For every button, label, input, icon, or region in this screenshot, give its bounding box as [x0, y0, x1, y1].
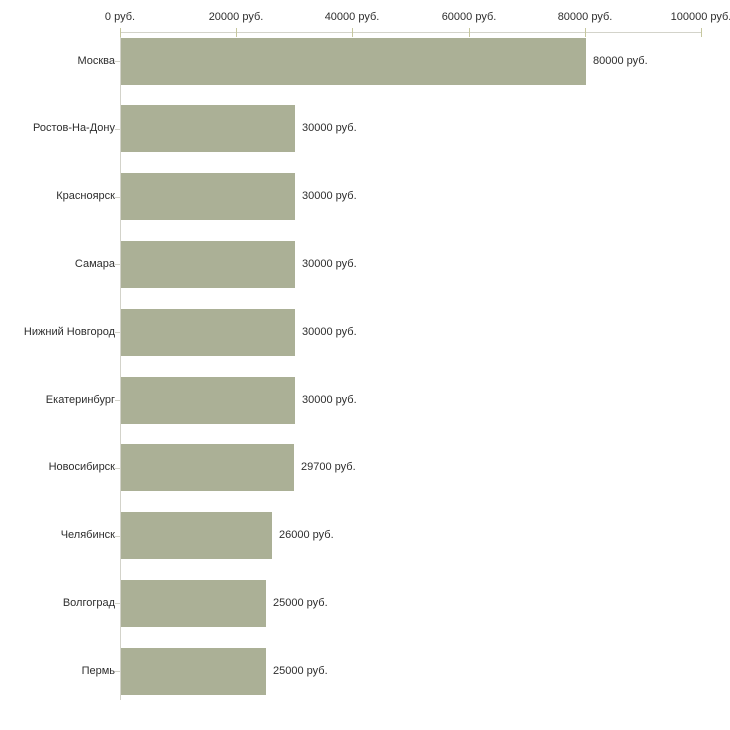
x-axis-tick-mark — [236, 28, 237, 37]
y-axis-tick-mark — [115, 468, 120, 469]
category-label: Волгоград — [62, 597, 115, 609]
bar-value-label: 30000 руб. — [302, 190, 357, 202]
x-axis-tick-mark — [120, 28, 121, 37]
y-axis-tick-mark — [115, 129, 120, 130]
y-axis-tick-mark — [115, 536, 120, 537]
y-axis-tick-mark — [115, 400, 120, 401]
bar — [121, 444, 294, 491]
y-axis-tick-mark — [115, 671, 120, 672]
bar — [121, 309, 295, 356]
x-axis-tick-mark — [701, 28, 702, 37]
x-axis-tick-mark — [585, 28, 586, 37]
bar-value-label: 25000 руб. — [273, 597, 328, 609]
y-axis-tick-mark — [115, 332, 120, 333]
bar — [121, 377, 295, 424]
bar — [121, 241, 295, 288]
bar-value-label: 30000 руб. — [302, 394, 357, 406]
x-axis-line — [120, 32, 702, 33]
category-label: Новосибирск — [48, 461, 115, 473]
bar-value-label: 29700 руб. — [301, 461, 356, 473]
x-axis-tick-mark — [352, 28, 353, 37]
bar — [121, 648, 266, 695]
x-axis-tick-label: 40000 руб. — [324, 11, 380, 23]
category-label: Екатеринбург — [45, 394, 115, 406]
category-label: Москва — [77, 55, 115, 67]
y-axis-tick-mark — [115, 264, 120, 265]
bar — [121, 512, 272, 559]
bar-value-label: 30000 руб. — [302, 122, 357, 134]
x-axis-tick-label: 80000 руб. — [557, 11, 613, 23]
bar — [121, 38, 586, 85]
x-axis-tick-label: 60000 руб. — [441, 11, 497, 23]
y-axis-line — [120, 32, 121, 700]
category-label: Красноярск — [56, 190, 115, 202]
bar-value-label: 25000 руб. — [273, 665, 328, 677]
category-label: Нижний Новгород — [23, 326, 115, 338]
x-axis-tick-mark — [469, 28, 470, 37]
bar — [121, 105, 295, 152]
y-axis-tick-mark — [115, 61, 120, 62]
bar-value-label: 30000 руб. — [302, 326, 357, 338]
y-axis-tick-mark — [115, 197, 120, 198]
category-label: Ростов-На-Дону — [32, 122, 115, 134]
bar — [121, 173, 295, 220]
bar-value-label: 30000 руб. — [302, 258, 357, 270]
category-label: Пермь — [81, 665, 115, 677]
y-axis-tick-mark — [115, 603, 120, 604]
bar-value-label: 26000 руб. — [279, 529, 334, 541]
x-axis-tick-label: 0 руб. — [104, 11, 136, 23]
category-label: Челябинск — [60, 529, 115, 541]
x-axis-tick-label: 100000 руб. — [670, 11, 730, 23]
bar — [121, 580, 266, 627]
bar-value-label: 80000 руб. — [593, 55, 648, 67]
x-axis-tick-label: 20000 руб. — [208, 11, 264, 23]
category-label: Самара — [74, 258, 115, 270]
